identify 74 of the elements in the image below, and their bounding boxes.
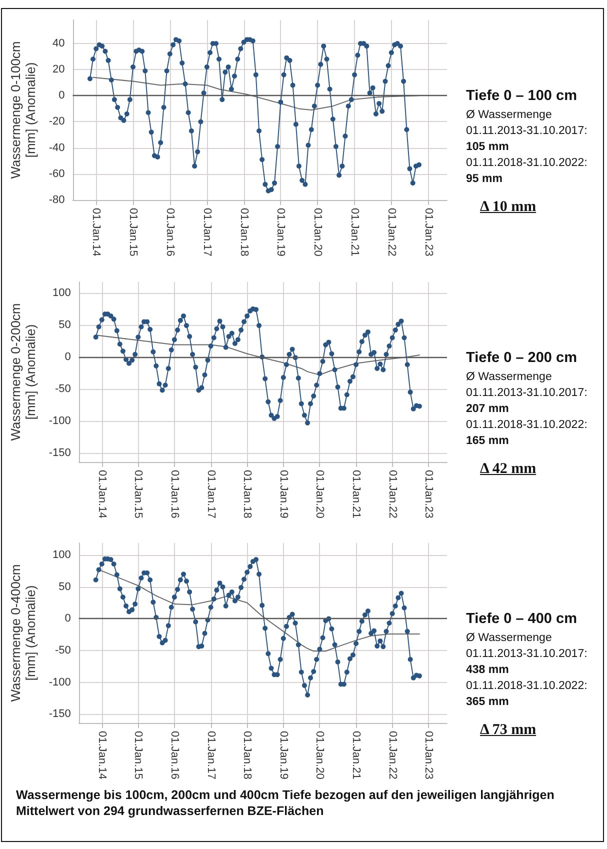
- text: 105 mm: [466, 140, 510, 155]
- x-tick-label: 01.Jan.15: [127, 208, 140, 256]
- y-tick-label: -150: [48, 447, 71, 460]
- y-tick-label: -80: [48, 194, 65, 206]
- x-tick-label: 01.Jan.21: [348, 208, 361, 256]
- x-tick-label: 01.Jan.20: [314, 731, 326, 780]
- y-axis-title: Wassermenge 0-200cm [mm] (Anomalie): [8, 303, 38, 441]
- x-tick-label: 01.Jan.19: [274, 208, 287, 256]
- y-tick-label: 0: [64, 350, 71, 363]
- text: 365 mm: [466, 695, 510, 710]
- x-tick-label: 01.Jan.22: [386, 470, 398, 518]
- x-tick-label: 01.Jan.14: [96, 731, 108, 780]
- x-tick-label: 01.Jan.16: [168, 731, 180, 780]
- y-tick-label: 100: [52, 286, 71, 299]
- text: 207 mm: [466, 402, 510, 417]
- text: Δ 10 mm: [480, 199, 538, 216]
- x-tick-label: 01.Jan.18: [241, 731, 254, 780]
- text: 01.11.2013-31.10.2017:: [466, 647, 588, 662]
- text: Wassermenge bis 100cm, 200cm und 400cm Tiefe bezogen auf den jeweiligen langjährigen Mittelwert von 294 grundwasserfernen BZE-Flächen: [16, 787, 556, 819]
- text: 438 mm: [466, 663, 510, 678]
- y-tick-label: 50: [58, 580, 71, 593]
- x-tick-label: 01.Jan.17: [204, 470, 217, 518]
- x-tick-label: 01.Jan.17: [200, 208, 213, 256]
- x-tick-label: 01.Jan.20: [312, 208, 324, 256]
- text: Ø Wassermenge: [466, 370, 553, 385]
- x-tick-label: 01.Jan.15: [132, 470, 144, 518]
- text: Tiefe 0 – 200 cm: [466, 350, 578, 366]
- y-tick-label: 0: [64, 612, 71, 625]
- x-tick-label: 01.Jan.23: [422, 731, 435, 780]
- text: 01.11.2013-31.10.2017:: [466, 124, 588, 139]
- x-tick-label: 01.Jan.18: [238, 208, 250, 256]
- text: 95 mm: [466, 172, 504, 187]
- text: Tiefe 0 – 100 cm: [466, 88, 578, 104]
- y-tick-label: 100: [52, 549, 71, 562]
- text: Ø Wassermenge: [466, 108, 553, 123]
- y-tick-label: -40: [48, 142, 65, 154]
- y-tick-label: -150: [48, 708, 71, 720]
- text: Tiefe 0 – 400 cm: [466, 611, 578, 627]
- y-tick-label: -60: [48, 168, 65, 180]
- x-tick-label: 01.Jan.23: [422, 208, 434, 256]
- text: 01.11.2018-31.10.2022:: [466, 679, 588, 694]
- text: Δ 73 mm: [480, 722, 538, 739]
- x-tick-label: 01.Jan.22: [386, 731, 398, 780]
- y-tick-label: 50: [58, 318, 71, 331]
- y-tick-label: 0: [58, 90, 65, 102]
- y-tick-label: 40: [52, 37, 65, 50]
- x-tick-label: 01.Jan.19: [277, 470, 290, 518]
- text: Ø Wassermenge: [466, 631, 553, 646]
- y-axis-title: Wassermenge 0-400cm [mm] (Anomalie): [8, 564, 38, 702]
- text: 01.11.2013-31.10.2017:: [466, 386, 588, 401]
- y-tick-label: 20: [52, 64, 65, 76]
- x-tick-label: 01.Jan.18: [241, 470, 254, 518]
- text: Δ 42 mm: [480, 461, 538, 478]
- text: 01.11.2018-31.10.2022:: [466, 156, 588, 171]
- y-tick-label: -100: [48, 676, 71, 688]
- text: 01.11.2018-31.10.2022:: [466, 418, 588, 433]
- y-tick-label: -50: [55, 382, 71, 395]
- x-tick-label: 01.Jan.16: [164, 208, 176, 256]
- x-tick-label: 01.Jan.14: [90, 208, 102, 256]
- y-tick-label: -100: [48, 415, 71, 428]
- text: 165 mm: [466, 434, 510, 449]
- x-tick-label: 01.Jan.19: [277, 731, 290, 780]
- x-tick-label: 01.Jan.14: [96, 470, 108, 518]
- x-tick-label: 01.Jan.16: [168, 470, 180, 518]
- x-tick-label: 01.Jan.21: [350, 470, 362, 518]
- y-axis-title: Wassermenge 0-100cm [mm] (Anomalie): [8, 41, 38, 179]
- x-tick-label: 01.Jan.17: [204, 731, 217, 780]
- x-tick-label: 01.Jan.20: [314, 470, 326, 518]
- y-tick-label: -20: [48, 116, 65, 128]
- x-tick-label: 01.Jan.21: [350, 731, 362, 780]
- y-tick-label: -50: [55, 644, 71, 656]
- x-tick-label: 01.Jan.23: [422, 470, 435, 518]
- x-tick-label: 01.Jan.22: [385, 208, 398, 256]
- x-tick-label: 01.Jan.15: [132, 731, 144, 780]
